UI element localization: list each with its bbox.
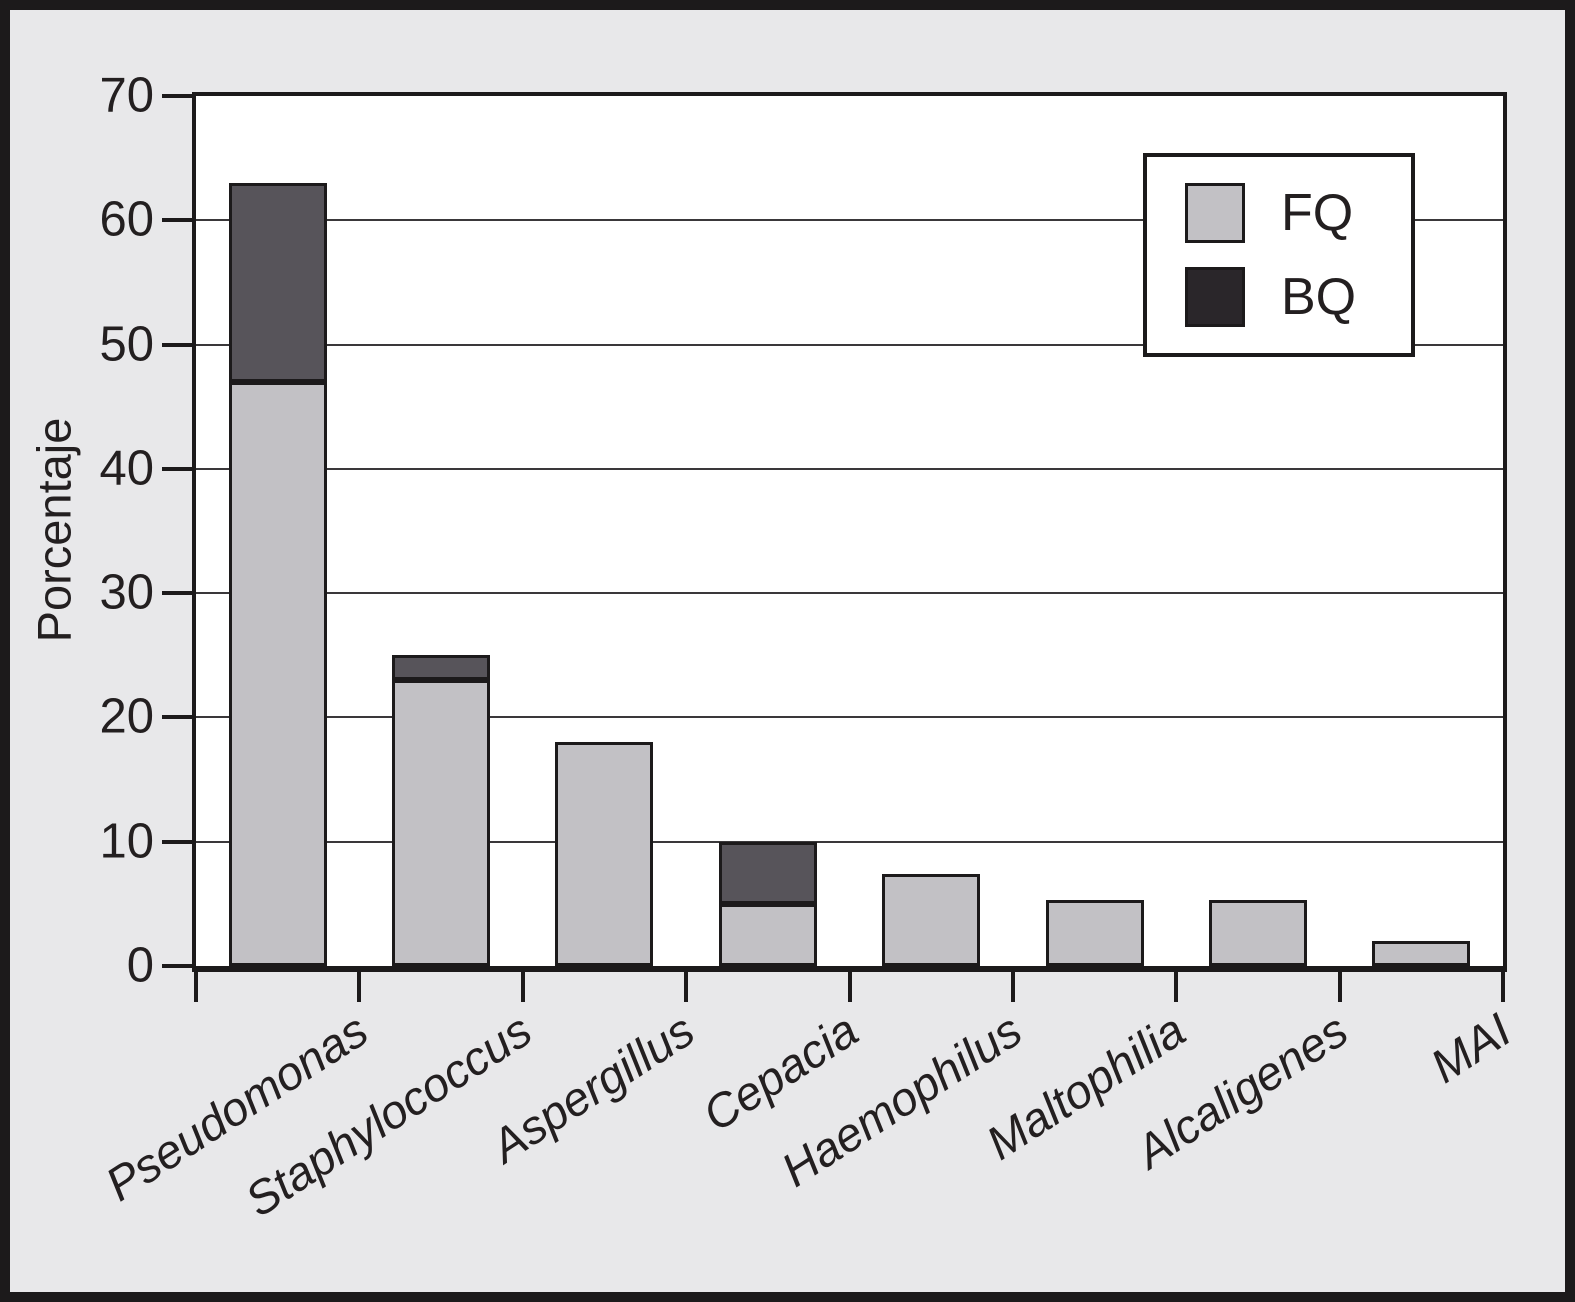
y-axis-tick-40 bbox=[162, 466, 192, 471]
bar-cepacia-bq bbox=[718, 841, 817, 904]
legend-label-bq: BQ bbox=[1281, 268, 1357, 326]
y-axis-tick-70 bbox=[162, 94, 192, 98]
legend: FQ BQ bbox=[1143, 153, 1415, 357]
y-axis-tick-20 bbox=[162, 715, 192, 720]
legend-swatch-fq bbox=[1185, 183, 1245, 243]
y-tick-label-70: 70 bbox=[99, 68, 154, 123]
y-axis-tick-30 bbox=[162, 591, 192, 596]
y-tick-label-30: 30 bbox=[99, 565, 154, 620]
gridline-30 bbox=[196, 592, 1503, 595]
bar-maltophilia-fq bbox=[1045, 900, 1144, 966]
y-axis-tick-50 bbox=[162, 342, 192, 347]
bar-mai-fq bbox=[1372, 941, 1471, 966]
legend-label-fq: FQ bbox=[1281, 184, 1354, 242]
x-axis-tick bbox=[357, 966, 362, 1002]
x-axis-tick bbox=[194, 966, 198, 1002]
x-axis-tick bbox=[1010, 966, 1015, 1002]
gridline-60 bbox=[196, 219, 1503, 222]
y-axis-tick-60 bbox=[162, 218, 192, 223]
y-tick-label-60: 60 bbox=[99, 192, 154, 247]
bar-cepacia-fq bbox=[718, 903, 817, 966]
y-tick-label-40: 40 bbox=[99, 441, 154, 496]
gridline-50 bbox=[196, 343, 1503, 346]
legend-swatch-bq bbox=[1185, 267, 1245, 327]
bar-pseudomonas-bq bbox=[228, 183, 327, 382]
bar-staphylococcus-bq bbox=[392, 655, 491, 681]
x-axis-tick bbox=[1337, 966, 1342, 1002]
bar-haemophilus-fq bbox=[882, 874, 981, 966]
x-axis-tick bbox=[684, 966, 689, 1002]
bar-alcaligenes-fq bbox=[1208, 900, 1307, 966]
legend-entry-fq: FQ bbox=[1185, 183, 1411, 243]
bar-pseudomonas-fq bbox=[228, 381, 327, 966]
y-tick-label-0: 0 bbox=[126, 938, 154, 993]
bar-aspergillus-fq bbox=[555, 742, 654, 966]
gridline-10 bbox=[196, 840, 1503, 843]
x-category-label-staphylococcus: Staphylococcus bbox=[235, 1002, 541, 1227]
y-tick-label-20: 20 bbox=[99, 689, 154, 744]
x-axis-tick bbox=[847, 966, 852, 1002]
x-category-label-mai: MAI bbox=[1421, 1002, 1521, 1093]
y-tick-label-50: 50 bbox=[99, 317, 154, 372]
bar-staphylococcus-fq bbox=[392, 680, 491, 966]
y-axis-tick-0 bbox=[162, 964, 192, 968]
x-axis-tick bbox=[1501, 966, 1505, 1002]
x-axis-tick bbox=[1174, 966, 1179, 1002]
x-axis-tick bbox=[520, 966, 525, 1002]
legend-entry-bq: BQ bbox=[1185, 267, 1411, 327]
gridline-20 bbox=[196, 716, 1503, 719]
y-axis-tick-10 bbox=[162, 839, 192, 844]
gridline-40 bbox=[196, 467, 1503, 470]
y-tick-label-10: 10 bbox=[99, 814, 154, 869]
